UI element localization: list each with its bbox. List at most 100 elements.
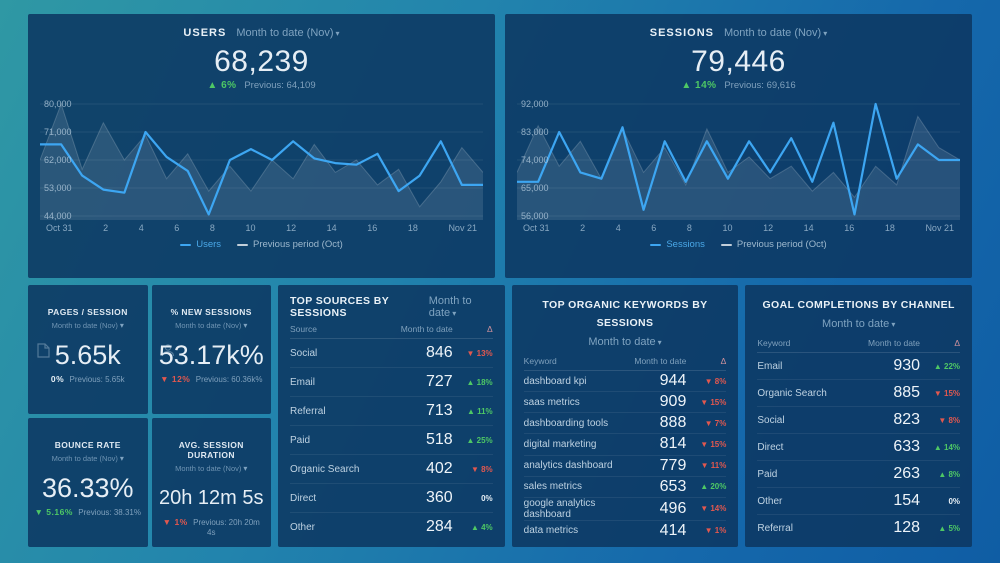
kpi-previous: Previous: 60.36k% [195, 375, 263, 384]
row-value: 263 [893, 465, 921, 482]
chevron-down-icon: ▾ [119, 454, 124, 463]
row-value: 518 [425, 431, 453, 448]
x-axis-tick-label: 12 [763, 223, 774, 233]
x-axis-tick-label: 14 [326, 223, 337, 233]
bounce-rate-card: BOUNCE RATE Month to date (Nov) ▾ 36.33% … [28, 418, 148, 547]
users-previous: Previous: 64,109 [244, 80, 316, 91]
row-label: Organic Search [290, 463, 360, 475]
metrics-row: PAGES / SESSION Month to date (Nov) ▾ 5.6… [28, 285, 973, 547]
kpi-title: AVG. SESSION DURATION [178, 440, 244, 460]
users-period-dropdown[interactable]: Month to date (Nov) ▾ [236, 27, 340, 39]
kpi-delta-row: ▼ 5.16% Previous: 38.31% [35, 507, 141, 517]
users-delta: ▲ 6% [207, 80, 237, 91]
x-axis-tick-label: 10 [245, 223, 256, 233]
row-value: 128 [893, 519, 921, 536]
row-label: Direct [757, 441, 784, 453]
kpi-delta-row: ▼ 1% Previous: 20h 20m 4s [158, 517, 266, 537]
person-icon [161, 343, 175, 362]
y-axis-tick-label: 44,000 [44, 211, 72, 221]
page-icon [37, 343, 50, 363]
row-label: Other [290, 521, 316, 533]
x-axis-tick-label: 18 [407, 223, 418, 233]
chevron-down-icon: ▾ [119, 321, 124, 330]
users-chart-card: USERS Month to date (Nov) ▾ 68,239 ▲ 6% P… [28, 14, 495, 278]
row-label: sales metrics [523, 481, 583, 493]
table-row: data metrics 414 ▼ 1% [524, 521, 727, 541]
y-axis-tick-label: 74,000 [521, 155, 549, 165]
x-axis-tick-label: 4 [615, 223, 621, 233]
y-axis-tick-label: 92,000 [521, 99, 549, 109]
sessions-delta: ▲ 14% [681, 80, 717, 91]
kpi-value: 5.65k [54, 340, 121, 370]
y-axis-tick-label: 80,000 [44, 99, 72, 109]
x-axis-tick-label: Oct 31 [523, 223, 550, 233]
table-row: analytics dashboard 779 ▼ 11% [523, 456, 727, 477]
table-header: GOAL COMPLETIONS BY CHANNEL Month to dat… [757, 295, 960, 333]
row-delta: ▲ 25% [466, 435, 493, 445]
kpi-grid: PAGES / SESSION Month to date (Nov) ▾ 5.6… [28, 285, 271, 547]
row-value: 779 [659, 456, 687, 474]
table-row: Paid 518 ▲ 25% [290, 426, 493, 455]
chevron-down-icon: ▾ [823, 29, 828, 38]
y-axis-tick-label: 53,000 [44, 183, 72, 193]
row-label: dashboard kpi [523, 375, 587, 387]
sessions-chart-header: SESSIONS Month to date (Nov) ▾ [517, 22, 960, 44]
chevron-down-icon: ▾ [452, 309, 457, 318]
table-row: sales metrics 653 ▲ 20% [523, 477, 727, 498]
row-value: 909 [659, 393, 687, 411]
row-value: 885 [893, 384, 921, 401]
row-value: 496 [659, 499, 687, 517]
kpi-previous: Previous: 5.65k [69, 375, 125, 384]
row-value: 930 [893, 357, 921, 374]
table-row: Direct 633 ▲ 14% [757, 434, 961, 461]
row-value: 846 [425, 344, 453, 361]
kpi-delta: ▼ 12% [160, 374, 191, 384]
chevron-down-icon: ▾ [657, 338, 662, 347]
users-line-chart: 80,000 71,000 62,000 53,000 44,000 [40, 99, 483, 221]
kpi-value: 36.33% [41, 473, 134, 503]
column-header-delta: Δ [954, 337, 961, 348]
x-axis-tick-label: 2 [580, 223, 586, 233]
users-value: 68,239 [214, 45, 309, 78]
y-axis-tick-label: 65,000 [521, 183, 549, 193]
legend-label: Previous period (Oct) [253, 239, 343, 250]
kpi-period-dropdown[interactable]: Month to date (Nov) ▾ [51, 321, 124, 330]
sessions-chart-card: SESSIONS Month to date (Nov) ▾ 79,446 ▲ 1… [505, 14, 972, 278]
row-delta: ▲ 14% [933, 442, 961, 452]
sessions-delta-row: ▲ 14% Previous: 69,616 [517, 80, 960, 96]
table-row: dashboard kpi 944 ▼ 8% [523, 371, 727, 393]
row-delta: ▼ 8% [938, 415, 961, 425]
table-header: TOP ORGANIC KEYWORDS BY SESSIONS Month t… [524, 295, 727, 351]
users-title: USERS [183, 27, 227, 39]
table-period-dropdown[interactable]: Month to date ▾ [588, 336, 662, 348]
kpi-delta-row: ▼ 12% Previous: 60.36k% [160, 374, 262, 384]
kpi-period-dropdown[interactable]: Month to date (Nov) ▾ [175, 321, 248, 330]
table-period-dropdown[interactable]: Month to date ▾ [428, 295, 472, 319]
row-value: 814 [659, 435, 687, 453]
x-axis-tick-label: 8 [686, 223, 692, 233]
table-column-headers: Keyword Month to date Δ [523, 351, 727, 371]
table-column-headers: Keyword Month to date Δ [757, 333, 961, 353]
x-axis-tick-label: 16 [367, 223, 378, 233]
row-value: 284 [425, 518, 453, 535]
legend-item: Previous period (Oct) [720, 239, 827, 250]
legend-swatch [650, 243, 662, 246]
row-value: 823 [893, 411, 921, 428]
row-delta: 0% [948, 496, 961, 506]
x-axis-tick-label: 6 [651, 223, 657, 233]
table-row: Social 846 ▼ 13% [290, 339, 493, 368]
table-row: Referral 128 ▲ 5% [757, 515, 960, 541]
table-row: dashboarding tools 888 ▼ 7% [523, 413, 727, 435]
kpi-title: % NEW SESSIONS [170, 307, 252, 317]
x-axis-tick-label: Nov 21 [925, 223, 954, 233]
kpi-period-dropdown[interactable]: Month to date (Nov) ▾ [51, 454, 124, 463]
table-period-dropdown[interactable]: Month to date ▾ [822, 318, 896, 330]
kpi-period-dropdown[interactable]: Month to date (Nov) ▾ [175, 464, 248, 473]
x-axis-tick-label: 18 [884, 223, 895, 233]
table-title: GOAL COMPLETIONS BY CHANNEL [762, 299, 955, 311]
sessions-period-dropdown[interactable]: Month to date (Nov) ▾ [724, 27, 828, 39]
x-axis-tick-label: 2 [103, 223, 109, 233]
row-value: 414 [659, 521, 687, 539]
row-label: Direct [290, 492, 317, 504]
table-row: Direct 360 0% [290, 484, 493, 513]
